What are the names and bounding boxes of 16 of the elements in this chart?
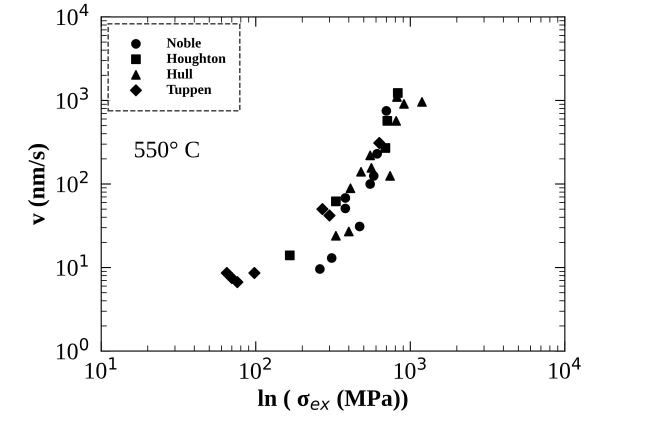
x-tick-label: 10$^{1}$ — [86, 357, 116, 379]
x-tick-label: 10$^{2}$ — [240, 357, 271, 379]
legend-label: Hull — [166, 68, 192, 79]
annotation: 550° C — [135, 142, 199, 158]
legend-label: Tuppen — [166, 84, 212, 97]
legend-label: Houghton — [166, 53, 226, 66]
y-tick-label: 10$^{1}$ — [57, 254, 88, 276]
y-axis-title: v (nm/s) — [28, 144, 50, 225]
legend-label: Noble — [166, 38, 201, 48]
x-tick-label: 10$^{4}$ — [549, 357, 581, 379]
y-tick-label: 10$^{3}$ — [57, 87, 88, 109]
y-tick-label: 10$^{2}$ — [57, 170, 88, 192]
y-tick-label: 10$^{0}$ — [57, 338, 88, 360]
y-tick-label: 10$^{4}$ — [57, 4, 88, 26]
x-axis-title: ln ( σ$_{ex}$ (MPa)) — [258, 389, 408, 411]
x-tick-label: 10$^{3}$ — [394, 357, 426, 379]
